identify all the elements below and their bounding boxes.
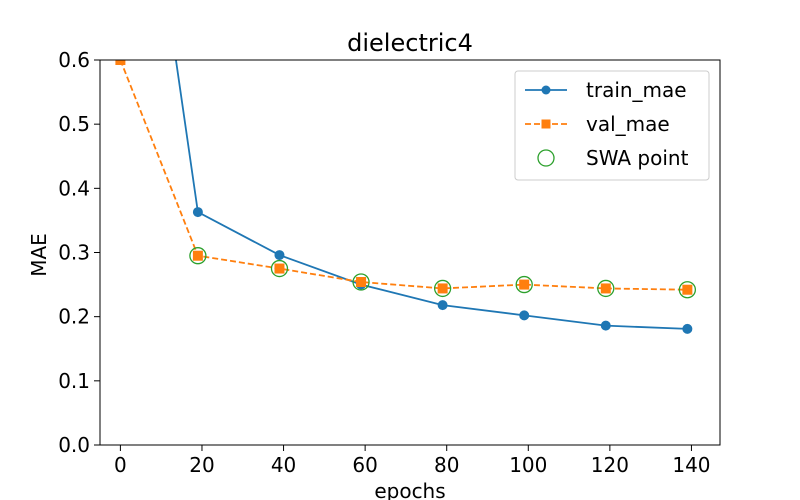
data-point-val-mae — [192, 250, 203, 261]
data-point-swa — [189, 247, 207, 265]
data-point-val-mae — [115, 60, 126, 65]
data-point-val-mae — [274, 263, 285, 274]
data-point-swa — [433, 279, 452, 298]
y-tick-label: 0.4 — [58, 176, 90, 200]
plot-area — [115, 60, 697, 334]
y-tick-label: 0.6 — [58, 48, 90, 72]
legend-label: train_mae — [586, 78, 687, 102]
x-tick-label: 80 — [434, 453, 459, 477]
y-tick-label: 0.3 — [58, 241, 90, 265]
data-point-train-mae — [192, 207, 203, 218]
legend-label: SWA point — [586, 146, 689, 170]
y-tick-label: 0.5 — [58, 112, 90, 136]
data-point-swa — [270, 259, 289, 278]
x-tick-label: 100 — [509, 453, 547, 477]
data-point-swa — [678, 281, 697, 299]
data-point-val-mae — [437, 283, 448, 294]
data-point-swa — [597, 279, 615, 298]
legend-marker — [537, 149, 555, 167]
data-point-val-mae — [600, 283, 611, 294]
x-tick-label: 140 — [672, 453, 710, 477]
x-tick-label: 40 — [271, 453, 296, 477]
data-point-swa — [352, 273, 370, 291]
chart-title: dielectric4 — [347, 29, 473, 57]
y-axis-label: MAE — [27, 233, 51, 277]
data-point-swa — [515, 275, 533, 294]
legend-box — [514, 70, 710, 181]
data-point-val-mae — [682, 284, 693, 295]
axes: 0 20 40 60 80 100 120 140 0.0 0.1 0.2 0.3 0.4 0.5 0.6 — [58, 48, 721, 477]
data-point-train-mae — [274, 250, 285, 261]
legend: train_mae val_mae SWA point — [514, 70, 710, 181]
data-point-train-mae — [600, 320, 611, 331]
y-tick-label: 0.0 — [58, 433, 90, 457]
x-tick-label: 120 — [591, 453, 629, 477]
legend-marker — [541, 119, 551, 129]
data-point-val-mae — [356, 277, 367, 288]
data-point-train-mae — [682, 323, 693, 334]
x-axis-label: epochs — [374, 479, 445, 500]
y-tick-label: 0.2 — [58, 305, 90, 329]
legend-marker — [541, 85, 551, 95]
series-line-train-mae — [175, 60, 688, 330]
legend-label: val_mae — [586, 112, 670, 136]
data-point-train-mae — [437, 300, 448, 311]
data-point-val-mae — [519, 279, 530, 290]
x-tick-label: 20 — [189, 453, 214, 477]
x-tick-label: 0 — [114, 453, 127, 477]
data-point-train-mae — [519, 310, 530, 321]
x-tick-label: 60 — [352, 453, 377, 477]
series-line-val-mae — [119, 60, 688, 291]
y-tick-label: 0.1 — [58, 369, 90, 393]
